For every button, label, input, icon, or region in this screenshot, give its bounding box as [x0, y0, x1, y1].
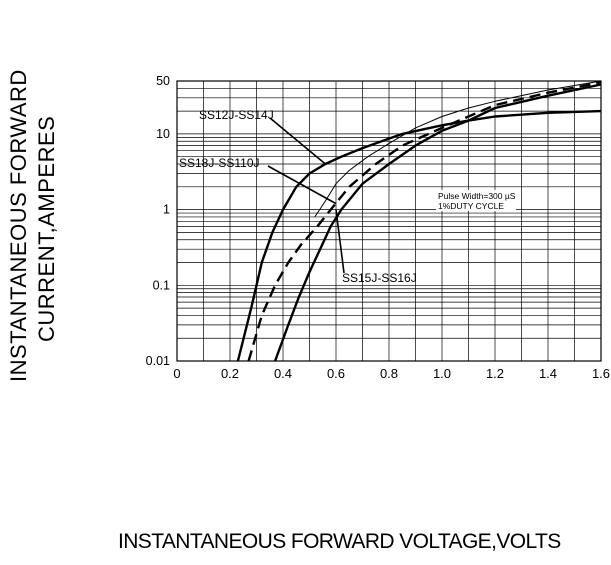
callout-leader [267, 165, 337, 205]
callout-label: SS15J-SS16J [342, 271, 417, 285]
callout-label: SS18J-SS110J [179, 156, 260, 170]
y-tick-label: 10 [156, 127, 170, 141]
callout-leader [335, 209, 345, 274]
x-tick-label: 1.0 [433, 366, 451, 381]
callouts: SS12J-SS14J SS18J-SS110J SS15J-SS16J [179, 108, 417, 285]
note-background [436, 190, 516, 211]
note-line: Pulse Width=300 µS [438, 191, 516, 201]
series [236, 80, 602, 362]
callout-label: SS12J-SS14J [199, 108, 274, 122]
x-tick-label: 1.2 [486, 366, 504, 381]
x-tick-label: 1.4 [539, 366, 557, 381]
x-tick-label: 0.6 [327, 366, 345, 381]
y-tick-label: 50 [156, 74, 170, 88]
tick-labels: 0 0.2 0.4 0.6 0.8 1.0 1.2 1.4 1.6 50 10 1 0.1 0.01 [146, 74, 610, 381]
series-line [273, 83, 602, 362]
x-axis-title: INSTANTANEOUS FORWARD VOLTAGE,VOLTS [118, 530, 561, 553]
y-tick-label: 0.1 [153, 278, 170, 292]
x-tick-label: 0.8 [380, 366, 398, 381]
x-tick-label: 0 [173, 366, 180, 381]
annotation-note: Pulse Width=300 µS1%DUTY CYCLE [436, 190, 516, 211]
x-tick-label: 1.6 [592, 366, 610, 381]
series-line [247, 81, 602, 362]
series-line [314, 80, 602, 218]
note-line: 1%DUTY CYCLE [438, 201, 504, 211]
y-tick-label: 0.01 [146, 354, 170, 368]
series-line [236, 109, 602, 362]
callout-leader [269, 117, 326, 165]
y-tick-label: 1 [163, 203, 170, 217]
grid [176, 80, 602, 362]
x-tick-label: 0.2 [221, 366, 239, 381]
x-tick-label: 0.4 [274, 366, 292, 381]
